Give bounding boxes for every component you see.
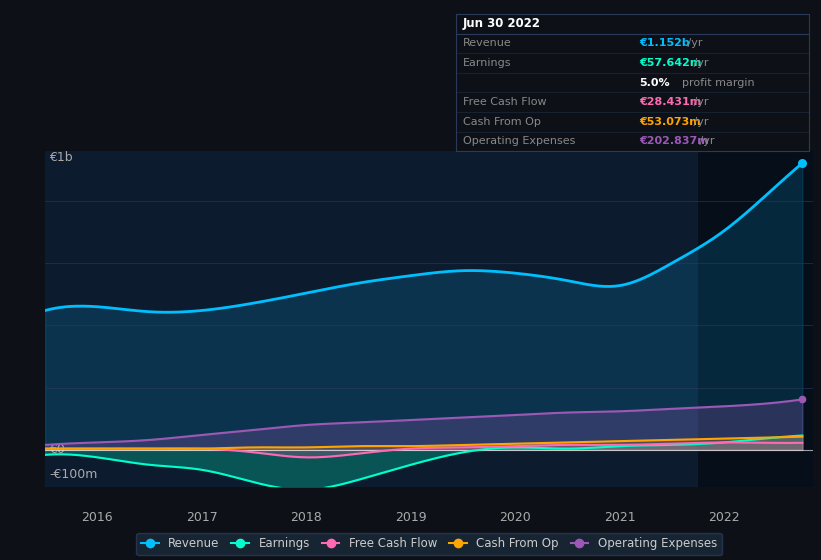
Text: 2021: 2021 — [603, 511, 635, 524]
Text: 2017: 2017 — [186, 511, 218, 524]
Bar — [698, 151, 813, 487]
Text: €0: €0 — [49, 444, 65, 456]
Text: Earnings: Earnings — [463, 58, 511, 68]
Text: 2016: 2016 — [81, 511, 113, 524]
Text: 2020: 2020 — [499, 511, 531, 524]
Text: Revenue: Revenue — [463, 39, 511, 48]
Text: /yr: /yr — [690, 97, 709, 107]
Text: Jun 30 2022: Jun 30 2022 — [463, 17, 541, 30]
Text: Free Cash Flow: Free Cash Flow — [463, 97, 546, 107]
Text: 2018: 2018 — [291, 511, 322, 524]
Text: /yr: /yr — [690, 58, 709, 68]
Text: €202.837m: €202.837m — [640, 137, 709, 146]
Legend: Revenue, Earnings, Free Cash Flow, Cash From Op, Operating Expenses: Revenue, Earnings, Free Cash Flow, Cash … — [136, 533, 722, 555]
Text: 2022: 2022 — [709, 511, 740, 524]
Point — [796, 158, 809, 167]
Text: €1.152b: €1.152b — [640, 39, 690, 48]
Point — [796, 395, 809, 404]
Text: Operating Expenses: Operating Expenses — [463, 137, 575, 146]
Text: €57.642m: €57.642m — [640, 58, 702, 68]
Text: -€100m: -€100m — [49, 468, 98, 481]
Text: 5.0%: 5.0% — [640, 78, 670, 87]
Text: Cash From Op: Cash From Op — [463, 117, 540, 127]
Text: /yr: /yr — [684, 39, 702, 48]
Text: profit margin: profit margin — [681, 78, 754, 87]
Text: €1b: €1b — [49, 151, 72, 164]
Text: €28.431m: €28.431m — [640, 97, 701, 107]
Text: /yr: /yr — [690, 117, 709, 127]
Text: €53.073m: €53.073m — [640, 117, 701, 127]
Text: 2019: 2019 — [395, 511, 426, 524]
Text: /yr: /yr — [696, 137, 715, 146]
